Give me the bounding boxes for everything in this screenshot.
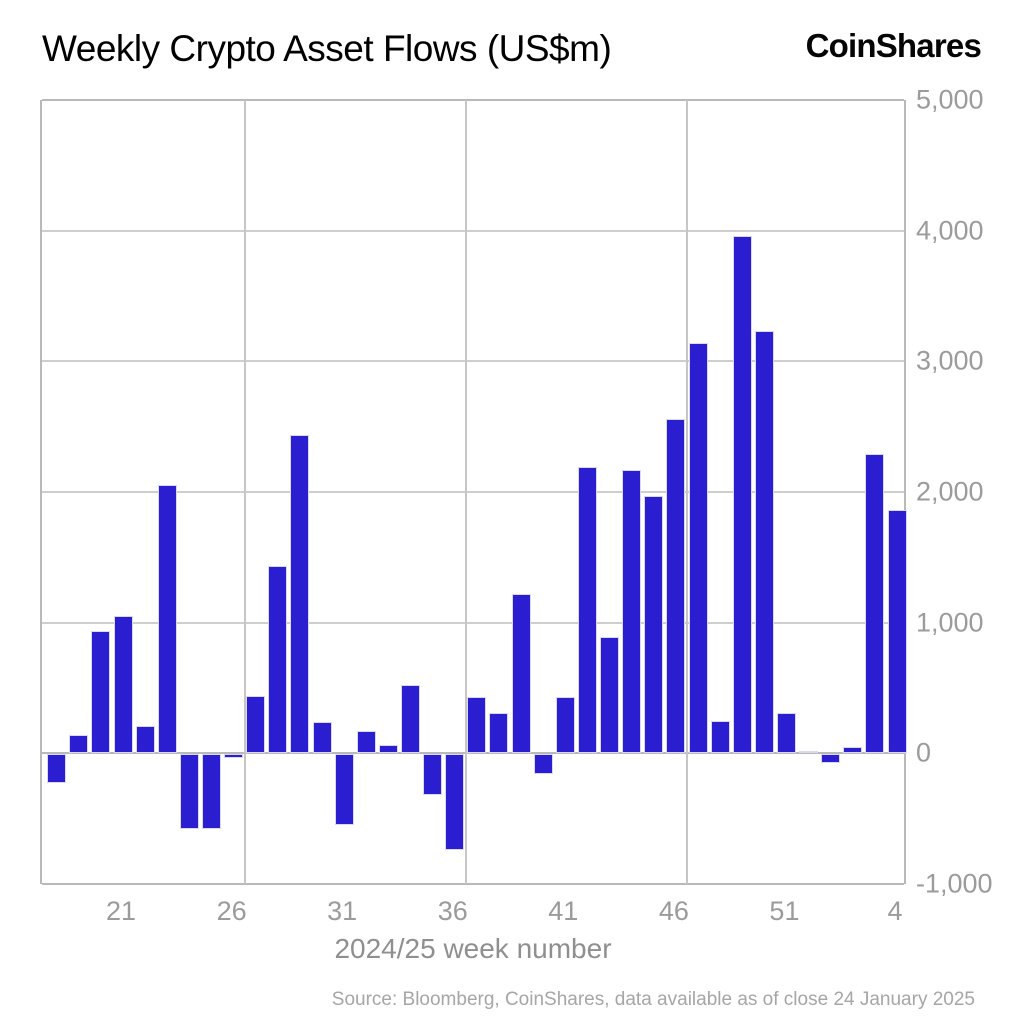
x-axis-tick-26: 26 [216,896,247,926]
bar-week-50 [754,331,774,754]
bar-week-51 [776,712,796,754]
bar-week-41 [555,697,575,754]
bar-week-25 [201,754,221,829]
bar-week-22 [135,725,155,754]
y-axis-label: 1,000 [916,607,984,638]
bar-week-24 [179,754,199,829]
x-axis-tick-36: 36 [437,896,468,926]
bar-week-42 [577,467,597,754]
bar-week-29 [290,434,310,754]
bar-week-2 [843,746,863,754]
bar-week-38 [489,712,509,754]
bar-week-37 [467,697,487,754]
y-axis-label: 5,000 [916,84,984,115]
gridline-vertical [464,100,467,884]
gridline-horizontal [42,883,904,885]
bar-week-33 [378,745,398,754]
bar-week-1 [821,754,841,764]
gridline-horizontal [42,621,904,624]
coinshares-logo: CoinShares [805,27,982,64]
bar-week-21 [113,616,133,754]
bar-week-44 [622,469,642,754]
y-axis-label: 3,000 [916,345,984,376]
bar-week-35 [423,754,443,795]
x-axis-tick-51: 51 [769,896,800,926]
bar-week-4 [887,510,907,754]
bar-week-34 [401,685,421,754]
bar-week-45 [644,495,664,754]
gridline-horizontal [42,99,904,101]
y-axis-labels: 5,000 4,000 3,000 2,000 1,000 0 -1,000 [916,0,1016,1024]
bar-week-46 [666,418,686,754]
bar-week-47 [688,343,708,754]
gridline-vertical [243,100,246,884]
bar-week-30 [312,721,332,754]
x-axis-tick-41: 41 [548,896,579,926]
x-axis-tick-46: 46 [658,896,689,926]
bar-week-19 [69,735,89,754]
bar-week-48 [710,720,730,754]
bar-week-23 [157,485,177,754]
gridline-horizontal [42,491,904,493]
bar-week-52 [799,751,819,754]
source-note: Source: Bloomberg, CoinShares, data avai… [331,989,975,1010]
bar-week-39 [511,593,531,754]
bar-week-49 [732,235,752,754]
gridline-horizontal [42,229,904,232]
bar-week-27 [246,695,266,754]
bar-week-36 [445,754,465,850]
y-axis-label: 0 [916,737,932,768]
x-axis-labels: 21 26 31 36 41 46 51 4 [0,896,1019,930]
bar-week-3 [865,454,885,754]
bar-week-18 [47,754,67,784]
y-axis-label: 2,000 [916,476,984,507]
y-axis-label: -1,000 [916,868,993,899]
bar-week-43 [600,637,620,754]
gridline-horizontal [42,360,904,363]
bar-week-20 [91,630,111,754]
x-axis-tick-31: 31 [327,896,358,926]
x-axis-title: 2024/25 week number [334,933,612,964]
zero-line [42,752,904,755]
plot-area [40,99,907,885]
page-title: Weekly Crypto Asset Flows (US$m) [42,28,612,69]
bar-week-31 [334,754,354,825]
y-axis-label: 4,000 [916,215,984,246]
bar-week-28 [268,566,288,754]
x-axis-tick-4: 4 [887,896,903,926]
gridline-vertical [685,100,688,884]
bar-week-26 [224,754,244,759]
x-axis-tick-21: 21 [106,896,137,926]
bar-week-40 [533,754,553,774]
bar-week-32 [356,731,376,754]
